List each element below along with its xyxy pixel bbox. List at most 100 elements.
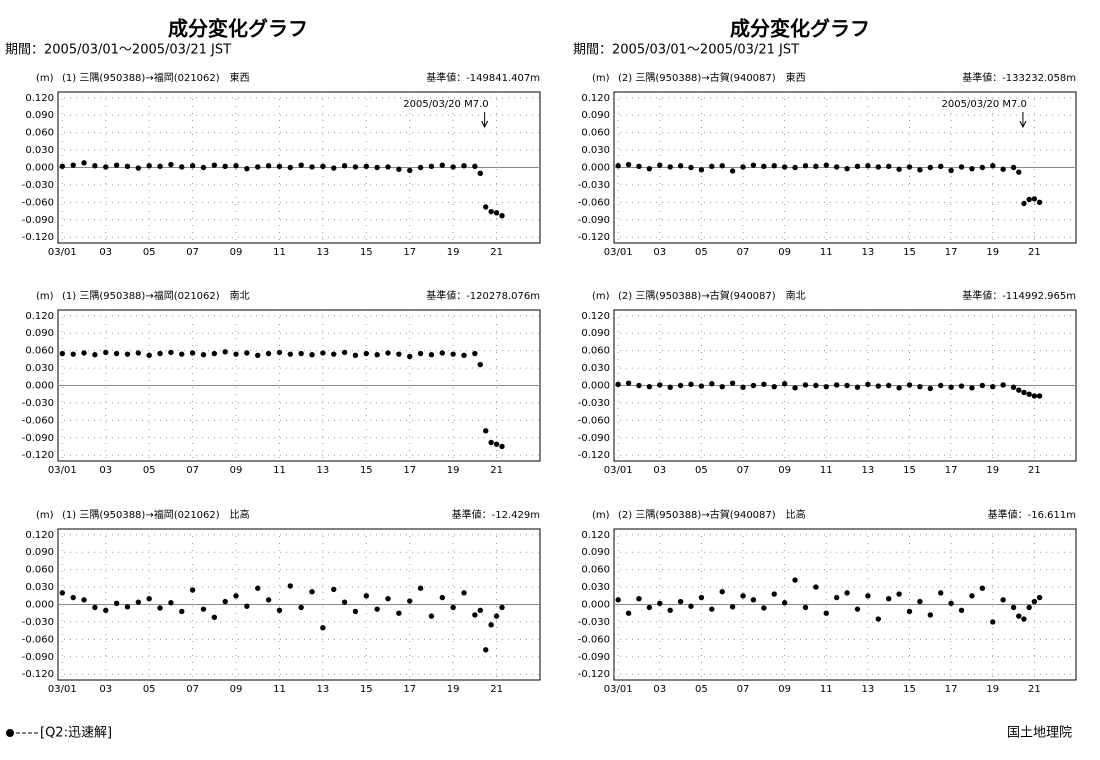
x-tick-label: 19 — [447, 247, 460, 258]
x-tick-label: 05 — [143, 684, 156, 695]
data-point — [461, 352, 467, 358]
data-point — [771, 383, 777, 390]
y-tick-label: 0.120 — [581, 530, 610, 541]
data-point — [244, 603, 250, 609]
x-tick-label: 03 — [653, 247, 666, 258]
x-tick-label: 15 — [903, 247, 916, 258]
data-point — [222, 598, 228, 605]
column-title: 成分変化グラフ — [730, 17, 870, 41]
data-point — [1000, 166, 1006, 172]
data-point — [958, 164, 965, 170]
x-tick-label: 13 — [317, 465, 330, 476]
panel-title: (1) 三隅(950388)→福岡(021062) 東西 — [62, 71, 250, 84]
x-tick-label: 17 — [945, 465, 958, 476]
data-point — [488, 622, 494, 628]
y-tick-label: -0.090 — [22, 652, 54, 663]
data-point — [833, 164, 840, 170]
data-point — [211, 614, 218, 620]
data-point — [103, 349, 109, 356]
x-tick-label: 03/01 — [604, 247, 633, 258]
x-tick-label: 17 — [403, 465, 416, 476]
x-tick-label: 07 — [737, 684, 750, 695]
data-point — [886, 163, 892, 170]
y-tick-label: -0.060 — [578, 634, 610, 645]
data-point — [823, 162, 829, 168]
data-point — [719, 383, 725, 390]
data-point — [211, 162, 218, 168]
x-tick-label: 09 — [778, 684, 791, 695]
x-tick-label: 09 — [230, 684, 243, 695]
x-tick-label: 07 — [737, 465, 750, 476]
data-point — [298, 162, 304, 168]
data-point — [124, 163, 131, 170]
data-point — [189, 163, 196, 169]
y-tick-label: -0.120 — [22, 232, 54, 243]
data-point — [407, 167, 413, 174]
x-tick-label: 07 — [186, 684, 199, 695]
data-point — [854, 606, 861, 612]
data-point — [146, 163, 152, 169]
data-point — [428, 163, 435, 170]
data-point — [938, 382, 944, 389]
x-tick-label: 17 — [403, 684, 416, 695]
data-point — [1010, 164, 1017, 171]
data-point — [688, 164, 694, 171]
data-point — [255, 585, 261, 591]
data-point — [493, 613, 500, 619]
reference-value: 基準値：-12.429m — [452, 508, 540, 521]
data-point — [341, 599, 348, 605]
x-tick-label: 13 — [862, 465, 875, 476]
data-point — [168, 600, 174, 606]
data-point — [70, 594, 76, 601]
data-point — [802, 163, 809, 169]
x-tick-label: 17 — [945, 684, 958, 695]
data-point — [146, 352, 152, 358]
data-point — [135, 350, 142, 356]
data-point — [657, 600, 663, 607]
data-point — [938, 163, 944, 170]
data-point — [698, 383, 705, 389]
data-point — [1026, 196, 1032, 203]
x-tick-label: 03 — [99, 465, 112, 476]
data-point — [477, 607, 483, 614]
x-tick-label: 05 — [143, 465, 156, 476]
data-point — [233, 593, 239, 599]
x-tick-label: 13 — [862, 247, 875, 258]
x-tick-label: 03 — [99, 684, 112, 695]
data-point — [761, 163, 767, 170]
footer: 国土地理院 — [1007, 726, 1072, 741]
x-tick-label: 19 — [986, 684, 999, 695]
data-point — [439, 350, 445, 356]
data-point — [488, 208, 494, 215]
y-tick-label: -0.120 — [578, 232, 610, 243]
y-tick-label: -0.030 — [578, 398, 610, 409]
period: 期間：2005/03/01～2005/03/21 JST — [573, 43, 799, 58]
data-point — [865, 381, 871, 388]
data-point — [813, 584, 819, 590]
data-point — [298, 604, 304, 611]
x-tick-label: 19 — [986, 465, 999, 476]
data-point — [1016, 169, 1022, 175]
data-point — [439, 162, 445, 168]
data-point — [483, 204, 489, 210]
data-point — [625, 610, 632, 616]
data-point — [1021, 200, 1027, 207]
y-tick-label: -0.120 — [578, 669, 610, 680]
x-tick-label: 03 — [653, 684, 666, 695]
data-point — [709, 381, 715, 387]
panel-title: (2) 三隅(950388)→古賀(940087) 南北 — [618, 289, 806, 302]
y-tick-label: -0.060 — [578, 415, 610, 426]
x-tick-label: 05 — [695, 247, 708, 258]
y-unit: (m) — [592, 291, 610, 302]
y-unit: (m) — [36, 73, 54, 84]
data-point — [823, 610, 829, 616]
data-point — [385, 350, 391, 356]
y-tick-label: -0.030 — [22, 180, 54, 191]
data-point — [374, 164, 380, 171]
data-point — [667, 164, 673, 170]
reference-value: 基準値：-149841.407m — [426, 71, 540, 84]
y-tick-label: -0.090 — [22, 215, 54, 226]
y-tick-label: -0.060 — [22, 415, 54, 426]
annotation-arrowhead — [1019, 120, 1027, 129]
data-point — [823, 383, 829, 390]
